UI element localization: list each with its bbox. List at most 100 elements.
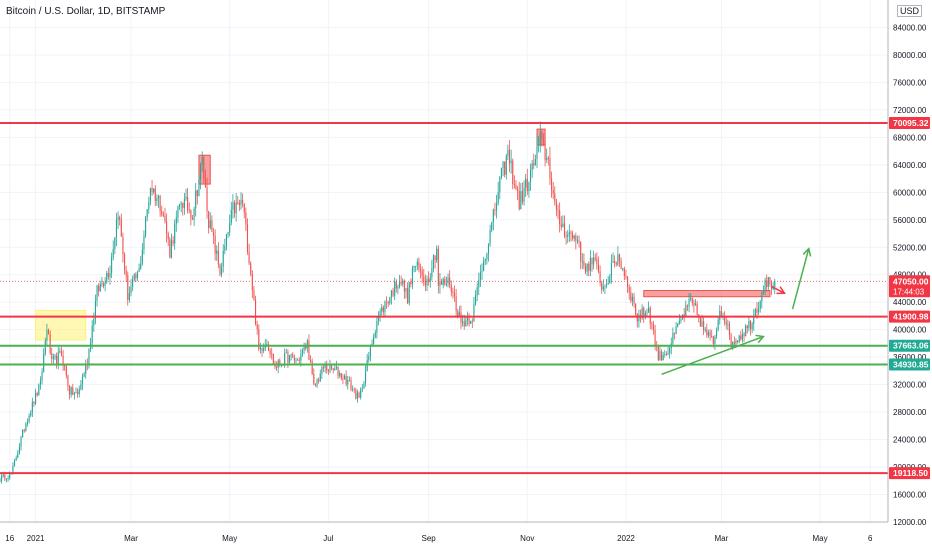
candle-body bbox=[93, 319, 95, 326]
candle-body bbox=[235, 202, 237, 214]
candle-body bbox=[101, 283, 103, 285]
candle-body bbox=[483, 261, 485, 272]
y-tick-label: 68000.00 bbox=[893, 133, 927, 142]
candle-body bbox=[542, 139, 545, 142]
candle-body bbox=[224, 246, 226, 251]
candle-body bbox=[665, 353, 667, 355]
candle-body bbox=[209, 220, 211, 229]
candle-body bbox=[431, 268, 433, 278]
candle-body bbox=[499, 177, 501, 192]
candle-body bbox=[206, 186, 208, 212]
candle-body bbox=[347, 380, 349, 385]
candle-body bbox=[353, 389, 355, 391]
candle-body bbox=[187, 196, 189, 211]
candle-body bbox=[75, 392, 77, 394]
candle-body bbox=[711, 335, 713, 337]
candle-body bbox=[673, 332, 676, 334]
x-tick-label: Sep bbox=[422, 534, 437, 543]
candle-body bbox=[107, 273, 109, 277]
candle-body bbox=[0, 481, 1, 482]
candle-body bbox=[449, 277, 451, 285]
candle-body bbox=[109, 273, 111, 277]
candle-body bbox=[586, 263, 588, 272]
price-label-box bbox=[889, 467, 930, 480]
candle-body bbox=[468, 317, 470, 324]
trendline-arrowhead bbox=[802, 247, 812, 257]
candle-body bbox=[253, 290, 255, 300]
candle-body bbox=[369, 345, 371, 357]
candle-body bbox=[529, 170, 532, 183]
candle-body bbox=[233, 202, 236, 214]
candle-body bbox=[754, 308, 756, 317]
candle-body bbox=[426, 278, 428, 286]
candle-body bbox=[182, 202, 184, 209]
candle-body bbox=[478, 280, 480, 288]
candle-body bbox=[622, 268, 624, 270]
price-label-countdown: 17:44:03 bbox=[893, 287, 925, 296]
candle-body bbox=[172, 240, 174, 244]
candle-body bbox=[504, 161, 506, 175]
candle-body bbox=[60, 351, 63, 356]
candle-body bbox=[322, 366, 325, 368]
candle-body bbox=[631, 296, 634, 302]
candle-body bbox=[698, 314, 700, 317]
candle-body bbox=[379, 311, 381, 316]
candle-body bbox=[481, 271, 483, 273]
annotation-rectangles bbox=[35, 128, 771, 341]
candle-body bbox=[151, 188, 153, 193]
candle-body bbox=[232, 202, 234, 210]
candle-body bbox=[297, 359, 299, 361]
candle-body bbox=[450, 284, 452, 292]
candle-body bbox=[649, 307, 651, 324]
candle-body bbox=[106, 273, 108, 283]
candle-body bbox=[557, 209, 559, 211]
candle-body bbox=[331, 364, 333, 369]
candle-body bbox=[146, 209, 148, 218]
candle-body bbox=[2, 474, 4, 477]
currency-button[interactable]: USD bbox=[896, 5, 922, 17]
candle-body bbox=[13, 460, 16, 466]
candle-body bbox=[88, 348, 90, 365]
candle-body bbox=[605, 284, 608, 286]
candle-body bbox=[715, 329, 718, 337]
candle-body bbox=[628, 286, 630, 293]
price-label-text: 70095.32 bbox=[893, 118, 929, 128]
candle-body bbox=[356, 392, 359, 399]
candle-body bbox=[217, 250, 219, 265]
candle-body bbox=[395, 281, 397, 289]
candle-body bbox=[462, 321, 464, 323]
candle-body bbox=[489, 230, 491, 245]
candle-body bbox=[62, 355, 64, 366]
candle-body bbox=[518, 190, 520, 210]
candle-body bbox=[453, 292, 456, 297]
candle-body bbox=[549, 158, 551, 179]
y-tick-label: 40000.00 bbox=[893, 326, 927, 335]
candle-body bbox=[644, 313, 646, 317]
candle-body bbox=[735, 340, 737, 344]
price-label-box bbox=[889, 275, 930, 298]
candle-body bbox=[363, 383, 365, 389]
candle-body bbox=[659, 351, 661, 361]
candle-body bbox=[208, 211, 210, 229]
candle-body bbox=[761, 293, 763, 302]
candle-body bbox=[528, 182, 530, 192]
candle-body bbox=[127, 275, 129, 300]
candle-body bbox=[419, 269, 422, 271]
candle-body bbox=[599, 271, 601, 283]
candle-body bbox=[633, 296, 635, 304]
candle-body bbox=[250, 263, 252, 274]
candle-body bbox=[756, 308, 758, 313]
candle-body bbox=[200, 164, 202, 180]
candle-body bbox=[635, 303, 637, 315]
candle-body bbox=[355, 389, 357, 399]
candle-body bbox=[177, 206, 179, 218]
candle-body bbox=[284, 353, 286, 365]
candle-body bbox=[352, 389, 354, 391]
candle-body bbox=[180, 202, 182, 205]
candle-body bbox=[28, 415, 30, 423]
candle-body bbox=[432, 255, 435, 269]
candle-body bbox=[221, 266, 223, 275]
candle-body bbox=[335, 366, 338, 369]
candle-body bbox=[290, 354, 292, 356]
